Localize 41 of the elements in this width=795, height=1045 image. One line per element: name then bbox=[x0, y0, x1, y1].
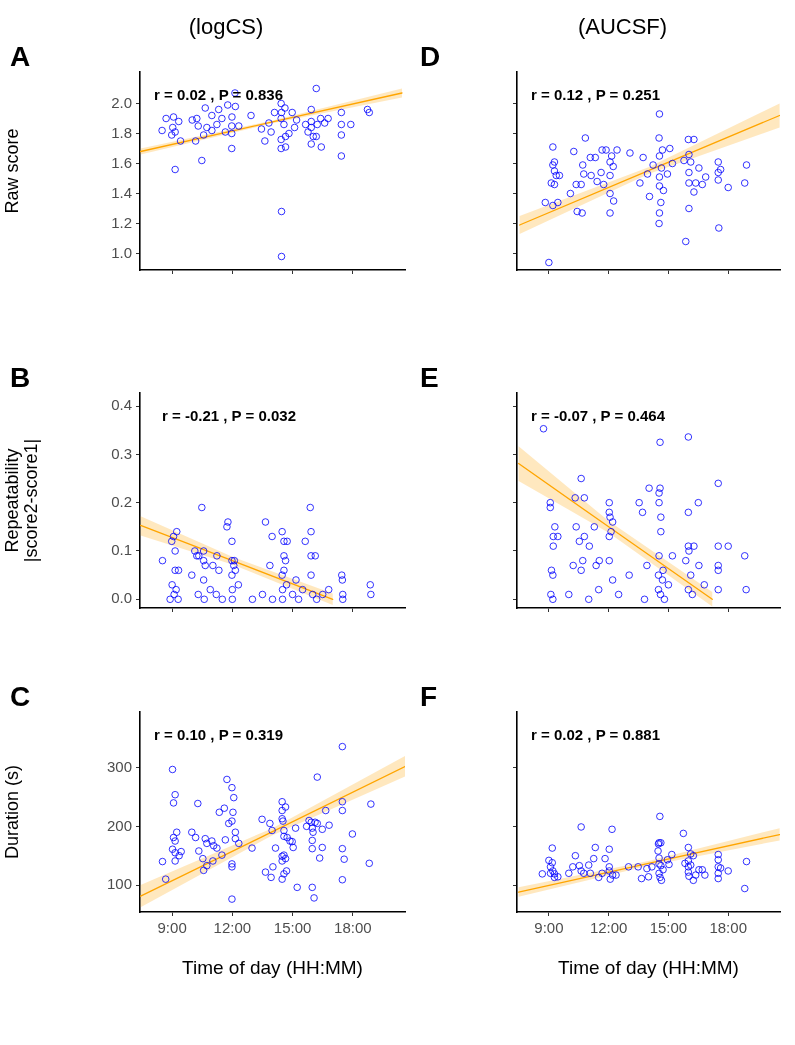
text: A bbox=[10, 41, 31, 72]
x-axis-title: Time of day (HH:MM) bbox=[558, 956, 739, 978]
x-axis-title: Time of day (HH:MM) bbox=[182, 956, 363, 978]
annotation: r = 0.02 , P = 0.881 bbox=[531, 726, 660, 744]
y-tick-label: 1.4 bbox=[111, 183, 132, 201]
x-tick-label: 15:00 bbox=[273, 919, 312, 937]
x-tick-label: 9:00 bbox=[534, 919, 564, 937]
x-tick-label: 18:00 bbox=[334, 919, 372, 937]
y-tick-label: 0.4 bbox=[111, 396, 132, 414]
y-axis-title: Repeatability |score2-score1| bbox=[2, 438, 42, 563]
text: B bbox=[10, 362, 31, 393]
annotation: r = 0.10 , P = 0.319 bbox=[154, 726, 283, 744]
annotation: r = -0.21 , P = 0.032 bbox=[162, 407, 296, 425]
y-tick-label: 0.2 bbox=[111, 492, 132, 510]
y-tick-label: 0.1 bbox=[111, 541, 132, 559]
x-tick-label: 9:00 bbox=[157, 919, 187, 937]
y-tick-label: 1.0 bbox=[111, 243, 132, 261]
y-axis-title: Duration (s) bbox=[2, 764, 23, 860]
y-axis-title: Raw score bbox=[2, 128, 23, 214]
annotation: r = -0.07 , P = 0.464 bbox=[531, 407, 666, 425]
annotation: r = 0.12 , P = 0.251 bbox=[531, 86, 660, 104]
y-tick-label: 100 bbox=[106, 875, 132, 893]
chart-title: (logCS) bbox=[188, 14, 264, 40]
x-tick-label: 12:00 bbox=[589, 919, 628, 937]
y-tick-label: 1.8 bbox=[111, 123, 132, 141]
y-tick-label: 300 bbox=[106, 757, 132, 775]
annotation: r = 0.02 , P = 0.836 bbox=[154, 86, 283, 104]
text: C bbox=[10, 681, 31, 712]
y-tick-label: 1.2 bbox=[111, 213, 132, 231]
y-tick-label: 0.0 bbox=[111, 589, 132, 607]
y-tick-label: 1.6 bbox=[111, 153, 132, 171]
y-tick-label: 2.0 bbox=[111, 93, 132, 111]
chart-title: (AUCSF) bbox=[577, 14, 668, 40]
x-tick-label: 12:00 bbox=[213, 919, 252, 937]
y-tick-label: 200 bbox=[106, 816, 132, 834]
x-tick-label: 18:00 bbox=[709, 919, 747, 937]
y-tick-label: 0.3 bbox=[111, 444, 132, 462]
text: D bbox=[420, 41, 441, 72]
x-tick-label: 15:00 bbox=[649, 919, 688, 937]
text: E bbox=[420, 362, 439, 393]
text: F bbox=[420, 681, 438, 712]
